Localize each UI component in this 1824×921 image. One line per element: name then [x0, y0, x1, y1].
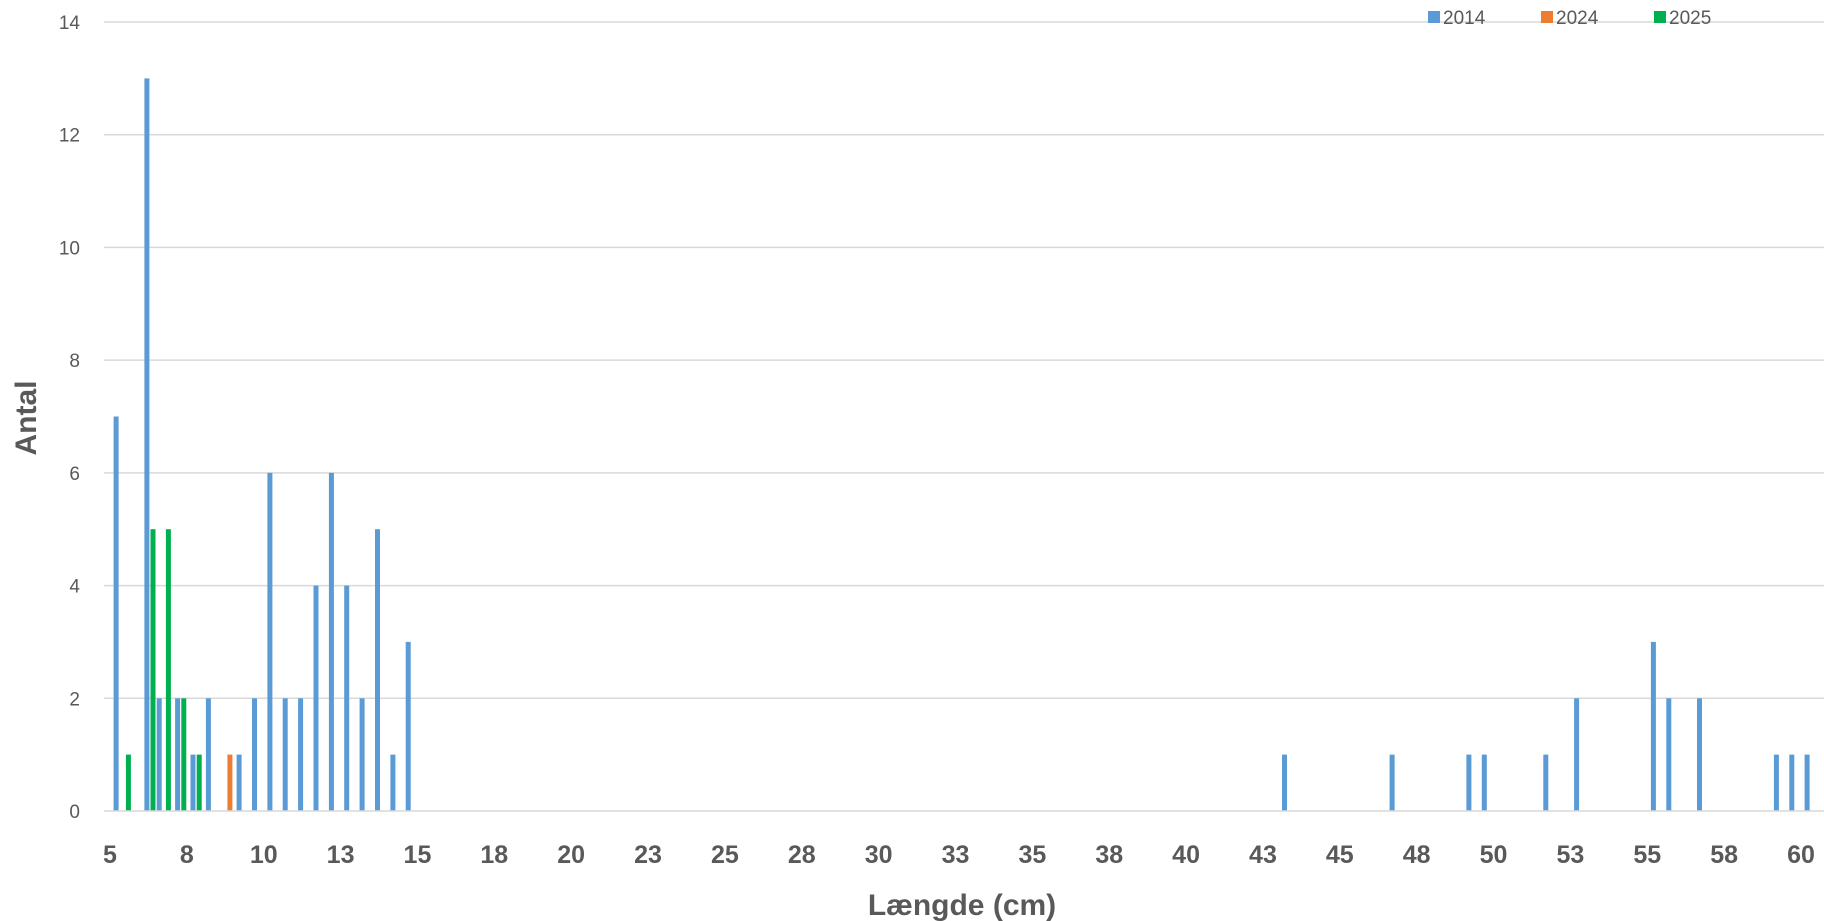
- bar-2025: [150, 529, 156, 811]
- bar-2014: [375, 529, 380, 811]
- y-tick-label: 12: [59, 126, 80, 147]
- legend-label-2024: 2024: [1556, 8, 1599, 29]
- bar-2014: [144, 78, 150, 811]
- x-tick-label: 60: [1787, 841, 1815, 869]
- bar-2014: [1697, 698, 1702, 811]
- x-tick-label: 33: [942, 841, 970, 869]
- legend-label-2014: 2014: [1443, 8, 1486, 29]
- x-tick-label: 23: [634, 841, 662, 869]
- y-tick-label: 2: [69, 689, 80, 710]
- bar-2024: [227, 754, 233, 811]
- x-axis-title: Længde (cm): [868, 889, 1056, 921]
- bar-2014: [313, 585, 319, 811]
- bar-2014: [1773, 754, 1779, 811]
- x-tick-label: 15: [404, 841, 432, 869]
- bar-2014: [1666, 698, 1672, 811]
- x-axis-ticks: 5 8 10 13 15 18 20 23 25 28 30 33 35 38 40 43 45 48 50 53 55…: [103, 841, 1815, 869]
- legend-swatch-2025: [1654, 11, 1666, 23]
- x-tick-label: 8: [180, 841, 194, 869]
- bar-2014: [1466, 754, 1472, 811]
- bar-2014: [267, 472, 273, 811]
- x-tick-label: 13: [327, 841, 355, 869]
- bars: [113, 78, 1810, 811]
- x-tick-label: 30: [865, 841, 893, 869]
- x-tick-label: 58: [1710, 841, 1738, 869]
- bar-2014: [1481, 754, 1487, 811]
- x-tick-label: 18: [480, 841, 508, 869]
- bar-2014: [252, 698, 257, 811]
- y-tick-label: 8: [69, 351, 80, 372]
- bar-2014: [175, 698, 181, 811]
- y-tick-label: 4: [69, 577, 80, 598]
- bar-2025: [181, 698, 187, 811]
- x-tick-label: 43: [1249, 841, 1277, 869]
- bar-2014: [282, 698, 288, 811]
- bar-2014: [328, 472, 334, 811]
- gridlines: [104, 21, 1824, 700]
- x-tick-label: 28: [788, 841, 816, 869]
- y-tick-label: 10: [59, 238, 80, 259]
- bar-2014: [1804, 754, 1810, 811]
- bar-2014: [156, 698, 162, 811]
- bar-2025: [125, 754, 131, 811]
- x-tick-label: 10: [250, 841, 278, 869]
- x-tick-label: 40: [1172, 841, 1200, 869]
- x-tick-label: 38: [1095, 841, 1123, 869]
- x-tick-label: 25: [711, 841, 739, 869]
- bar-2014: [1543, 754, 1549, 811]
- x-tick-label: 55: [1633, 841, 1661, 869]
- bar-2014: [344, 585, 350, 811]
- bar-2014: [236, 754, 242, 811]
- x-tick-label: 53: [1557, 841, 1585, 869]
- y-tick-label: 14: [59, 13, 81, 34]
- legend-label-2025: 2025: [1669, 8, 1711, 29]
- bar-2014: [298, 698, 304, 811]
- y-axis-ticks: 0 2 4 6 8 10 12 14: [59, 13, 81, 823]
- bar-2014: [1650, 641, 1656, 811]
- bar-2014: [1574, 698, 1580, 811]
- bar-2014: [1282, 754, 1287, 811]
- bar-2014: [190, 754, 196, 811]
- bar-2014: [1389, 754, 1395, 811]
- bar-2014: [359, 698, 365, 811]
- legend-swatch-2024: [1541, 11, 1553, 23]
- x-tick-label: 5: [103, 841, 117, 869]
- bar-2014: [1789, 754, 1795, 811]
- legend-swatch-2014: [1428, 11, 1440, 23]
- bar-2025: [165, 529, 171, 811]
- y-axis-title: Antal: [10, 381, 43, 456]
- bar-2014: [205, 698, 211, 811]
- x-tick-label: 35: [1018, 841, 1046, 869]
- x-tick-label: 50: [1480, 841, 1508, 869]
- bar-2025: [196, 754, 202, 811]
- x-tick-label: 45: [1326, 841, 1354, 869]
- legend: 2014 2024 2025: [1428, 8, 1711, 29]
- x-tick-label: 20: [557, 841, 585, 869]
- bar-2014: [113, 416, 119, 811]
- x-tick-label: 48: [1403, 841, 1431, 869]
- y-tick-label: 0: [69, 802, 80, 823]
- bar-2014: [405, 641, 411, 811]
- y-tick-label: 6: [69, 464, 80, 485]
- bar-2014: [390, 754, 396, 811]
